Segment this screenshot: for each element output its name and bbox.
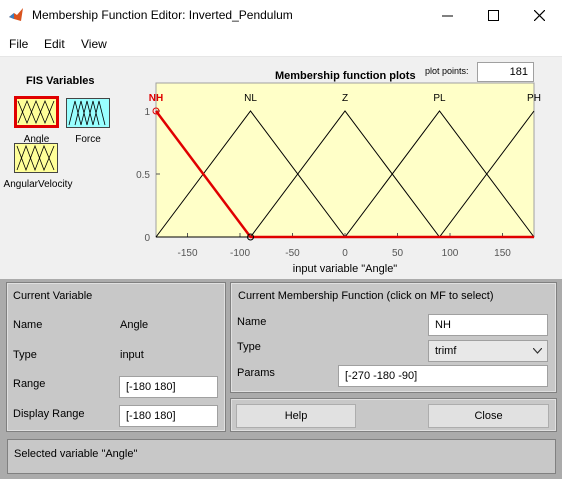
fis-variables-title: FIS Variables	[26, 75, 95, 87]
display-range-input[interactable]: [-180 180]	[119, 405, 218, 427]
x-tick-label: -50	[285, 248, 300, 259]
y-tick-label: 0	[144, 233, 150, 244]
mf-params-label: Params	[237, 367, 275, 379]
maximize-button[interactable]	[470, 0, 516, 31]
variable-angle-box[interactable]	[14, 96, 59, 128]
mf-type-select[interactable]: trimf	[428, 340, 548, 362]
membership-function-plot[interactable]: 0 0.5 1 -150 -100 -50 0 50 100 150 NL Z PL PH NH inp…	[0, 57, 562, 279]
title-bar: Membership Function Editor: Inverted_Pen…	[0, 0, 562, 31]
variable-name-label: Name	[13, 319, 43, 331]
close-window-button[interactable]	[516, 0, 562, 31]
menu-file[interactable]: File	[9, 37, 29, 51]
minimize-icon	[441, 15, 453, 17]
variable-angularvelocity-label[interactable]: AngularVelocity	[3, 179, 73, 190]
close-button[interactable]: Close	[428, 404, 549, 428]
mf-label-nh: NH	[149, 93, 163, 104]
output-mf-icon	[67, 99, 109, 127]
display-range-label: Display Range	[13, 408, 85, 420]
range-input[interactable]: [-180 180]	[119, 376, 218, 398]
mf-name-input[interactable]: NH	[428, 314, 548, 336]
mf-label-z: Z	[342, 93, 348, 104]
plot-points-label: plot points:	[425, 66, 469, 76]
help-button[interactable]: Help	[236, 404, 356, 428]
menu-bar: File Edit View	[0, 31, 562, 57]
variable-type-value: input	[120, 349, 144, 361]
button-panel: Help Close	[230, 398, 557, 432]
mf-params-input[interactable]: [-270 -180 -90]	[338, 365, 548, 387]
range-label: Range	[13, 378, 46, 390]
mf-curves[interactable]	[152, 107, 535, 241]
mf-labels: NL Z PL PH NH	[149, 93, 541, 104]
x-tick-label: 150	[494, 248, 511, 259]
plot-points-input[interactable]: 181	[477, 62, 534, 82]
mf-label-pl: PL	[433, 93, 446, 104]
plot-area	[155, 82, 535, 238]
y-tick-label: 1	[144, 107, 150, 118]
minimize-button[interactable]	[424, 0, 470, 31]
status-bar: Selected variable "Angle"	[7, 439, 556, 474]
variable-angle-label[interactable]: Angle	[23, 134, 50, 145]
matlab-icon	[9, 8, 23, 21]
variable-force-box[interactable]	[66, 98, 110, 128]
variable-angularvelocity-box[interactable]	[14, 143, 58, 173]
x-tick-label: 50	[392, 248, 404, 259]
mf-type-label: Type	[237, 341, 261, 353]
current-variable-title: Current Variable	[13, 290, 93, 302]
chevron-down-icon	[533, 348, 542, 354]
mf-curve-nh[interactable]	[155, 110, 534, 239]
variable-name-value: Angle	[120, 319, 149, 331]
mf-name-label: Name	[237, 316, 267, 328]
variable-type-label: Type	[13, 349, 37, 361]
x-tick-label: -100	[230, 248, 250, 259]
mf-handle[interactable]	[152, 107, 160, 115]
menu-view[interactable]: View	[81, 37, 107, 51]
window-title: Membership Function Editor: Inverted_Pen…	[32, 8, 293, 22]
menu-edit[interactable]: Edit	[44, 37, 65, 51]
x-tick-label: 100	[442, 248, 459, 259]
input-mf-icon	[17, 99, 56, 125]
input-mf-icon	[15, 144, 57, 172]
mf-type-value: trimf	[435, 345, 457, 357]
x-axis-label: input variable "Angle"	[293, 263, 398, 275]
current-mf-panel: Current Membership Function (click on MF…	[230, 282, 557, 393]
variable-force-label[interactable]: Force	[75, 134, 101, 145]
current-variable-panel: Current Variable Name Angle Type input R…	[6, 282, 226, 432]
mf-label-nl: NL	[244, 93, 257, 104]
x-tick-label: -150	[177, 248, 197, 259]
maximize-icon	[487, 10, 499, 21]
close-icon	[533, 10, 545, 21]
y-tick-label: 0.5	[136, 170, 150, 181]
x-tick-label: 0	[342, 248, 348, 259]
plot-title: Membership function plots	[275, 70, 416, 82]
mf-label-ph: PH	[527, 93, 541, 104]
mf-handle[interactable]	[247, 233, 254, 241]
current-mf-title: Current Membership Function (click on MF…	[238, 290, 494, 302]
